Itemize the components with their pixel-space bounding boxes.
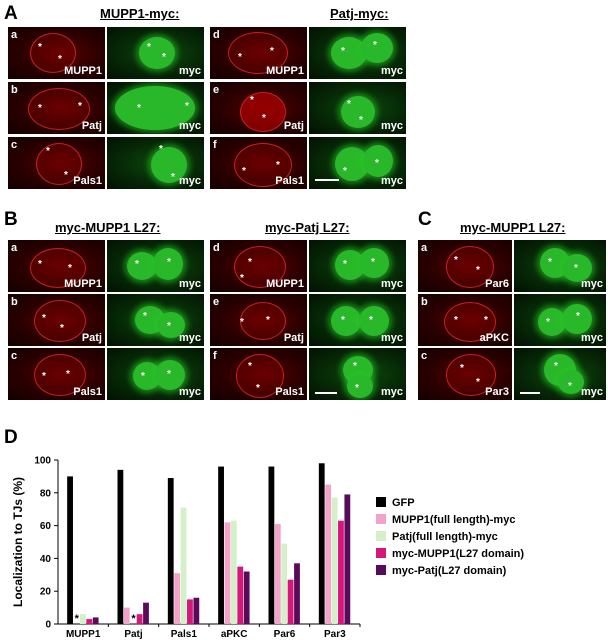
bar-apkc-series-3 <box>237 566 244 624</box>
x-tick-label: Par3 <box>324 629 346 640</box>
legend-swatch-4 <box>376 565 386 575</box>
bar-par6-series-2 <box>281 543 288 624</box>
legend-swatch-0 <box>376 497 386 507</box>
micrograph-b-f-pals1: * * f Pals1 <box>210 348 307 400</box>
legend-swatch-1 <box>376 514 386 524</box>
micrograph-a-d-myc: * * myc <box>309 27 406 79</box>
bar-pals1-series-0 <box>167 478 174 624</box>
micrograph-b-e-patj: * * e Patj <box>210 294 307 346</box>
panel-a-left-title: MUPP1-myc: <box>100 6 180 21</box>
micrograph-a-f-myc: * * myc <box>309 137 406 189</box>
micrograph-a-c-myc: * * myc <box>107 137 204 189</box>
bar-par3-series-3 <box>338 520 344 624</box>
micrograph-b-c-pals1: * * c Pals1 <box>8 348 105 400</box>
panel-a-label: A <box>4 3 18 24</box>
micrograph-b-d-mupp1: * * d MUPP1 <box>210 240 307 292</box>
bar-mupp1-series-2 <box>79 614 86 624</box>
micrograph-a-b-patj: * * b Patj <box>8 82 105 134</box>
scale-bar <box>520 392 540 394</box>
bar-pals1-series-3 <box>187 599 193 624</box>
bar-par3-series-0 <box>318 463 325 624</box>
legend-swatch-2 <box>376 531 386 541</box>
bar-patj-series-3 <box>136 614 143 624</box>
bar-pals1-series-1 <box>174 573 181 624</box>
x-tick-label: Patj <box>124 629 143 640</box>
bar-mupp1-series-4 <box>92 617 99 624</box>
micrograph-a-a-myc: * * myc <box>107 27 204 79</box>
micrograph-a-b-myc: * * myc <box>107 82 204 134</box>
bar-apkc-series-4 <box>243 571 250 624</box>
micrograph-b-a-mupp1: * * a MUPP1 <box>8 240 105 292</box>
panel-b-right-title: myc-Patj L27: <box>265 220 350 235</box>
bar-par3-series-2 <box>331 497 338 624</box>
micrograph-b-d-myc: * * myc <box>309 240 406 292</box>
legend-swatch-3 <box>376 548 386 558</box>
bar-patj-series-0 <box>117 469 124 624</box>
panel-d-label: D <box>4 427 18 448</box>
micrograph-b-b-patj: * * b Patj <box>8 294 105 346</box>
x-tick-label: aPKC <box>221 629 248 640</box>
panel-b-label: B <box>4 209 18 230</box>
x-tick-label: Pals1 <box>171 629 198 640</box>
bar-par3-series-1 <box>325 484 332 624</box>
micrograph-a-c-pals1: * * c Pals1 <box>8 137 105 189</box>
micrograph-a-e-patj: * * e Patj <box>210 82 307 134</box>
micrograph-b-c-myc: * * myc <box>107 348 204 400</box>
x-tick-label: Par6 <box>274 629 296 640</box>
bar-par6-series-0 <box>268 466 275 624</box>
bar-mupp1-series-0 <box>67 476 73 624</box>
panel-c-label: C <box>418 209 432 230</box>
bar-pals1-series-4 <box>193 597 200 624</box>
micrograph-c-c-myc: * * myc <box>514 348 606 400</box>
bar-mupp1-series-3 <box>86 619 93 624</box>
bar-patj-series-4 <box>143 602 149 624</box>
bar-par6-series-4 <box>294 563 300 624</box>
x-tick-label: MUPP1 <box>66 629 101 640</box>
micrograph-b-b-myc: * * myc <box>107 294 204 346</box>
panel-a-right-title: Patj-myc: <box>330 6 389 21</box>
bar-par6-series-1 <box>274 523 281 624</box>
bar-apkc-series-2 <box>230 520 237 624</box>
y-tick-label: 20 <box>40 587 52 598</box>
micrograph-c-a-par6: * * a Par6 <box>418 240 512 292</box>
legend-label-4: myc-Patj(L27 domain) <box>392 565 507 577</box>
micrograph-b-f-myc: * * myc <box>309 348 406 400</box>
micrograph-b-e-myc: * * myc <box>309 294 406 346</box>
y-tick-label: 80 <box>40 488 52 499</box>
bar-apkc-series-0 <box>218 466 224 624</box>
micrograph-a-d-mupp1: * * d MUPP1 <box>210 27 307 79</box>
legend-label-1: MUPP1(full length)-myc <box>392 514 515 526</box>
bar-par3-series-4 <box>344 494 351 624</box>
micrograph-c-b-myc: * * myc <box>514 294 606 346</box>
y-tick-label: 100 <box>34 456 51 467</box>
micrograph-c-c-par3: * * c Par3 <box>418 348 512 400</box>
y-tick-label: 40 <box>40 554 52 565</box>
legend-label-2: Patj(full length)-myc <box>392 531 498 543</box>
bar-par6-series-3 <box>287 579 294 624</box>
micrograph-a-f-pals1: * * f Pals1 <box>210 137 307 189</box>
y-axis-label: Localization to TJs (%) <box>11 477 25 607</box>
scale-bar <box>315 179 339 181</box>
micrograph-c-a-myc: * * myc <box>514 240 606 292</box>
legend-label-3: myc-MUPP1(L27 domain) <box>392 548 524 560</box>
y-tick-label: 60 <box>40 521 52 532</box>
legend-label-0: GFP <box>392 497 415 509</box>
tj-localization-bar-chart: 0 20 40 60 80 100 Localization to TJs (%) MUPP1… <box>11 456 524 640</box>
bar-pals1-series-2 <box>180 507 187 624</box>
bar-apkc-series-1 <box>224 522 231 624</box>
annotation-asterisk: * <box>75 613 80 625</box>
micrograph-b-a-myc: * * myc <box>107 240 204 292</box>
micrograph-a-a-mupp1: * * a MUPP1 <box>8 27 105 79</box>
scale-bar <box>315 392 337 394</box>
micrograph-a-e-myc: * * myc <box>309 82 406 134</box>
y-tick-label: 0 <box>45 620 51 631</box>
bar-patj-series-1 <box>123 607 130 624</box>
panel-b-left-title: myc-MUPP1 L27: <box>55 220 161 235</box>
micrograph-c-b-apkc: * * b aPKC <box>418 294 512 346</box>
panel-c-title: myc-MUPP1 L27: <box>460 220 566 235</box>
annotation-asterisk: * <box>131 613 136 625</box>
